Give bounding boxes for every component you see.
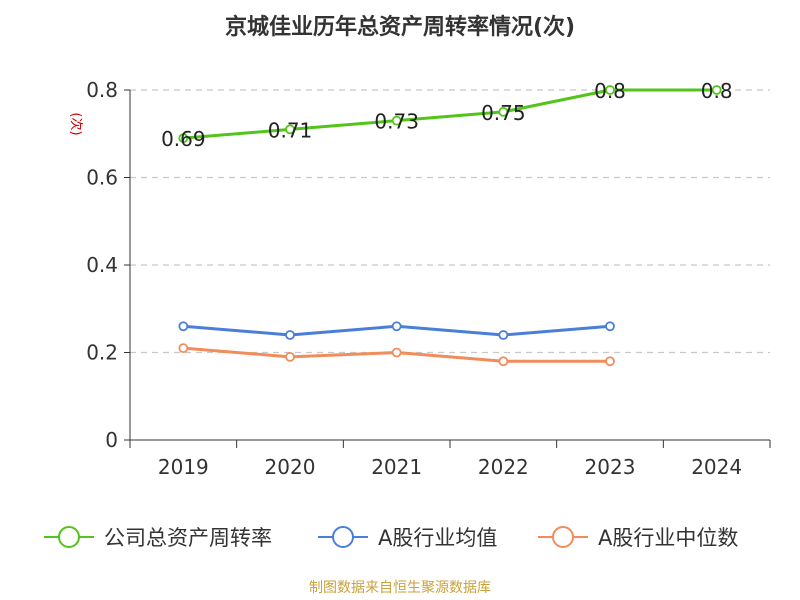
legend-item-2[interactable]: A股行业中位数 xyxy=(538,526,738,550)
x-tick-label: 2022 xyxy=(478,455,529,479)
data-point[interactable] xyxy=(391,321,402,332)
y-tick-label: 0.2 xyxy=(86,341,118,365)
y-tick-label: 0.4 xyxy=(86,253,118,277)
chart-title: 京城佳业历年总资产周转率情况(次) xyxy=(225,14,575,40)
data-point[interactable] xyxy=(711,85,722,95)
legend-item-0[interactable]: 公司总资产周转率 xyxy=(44,526,272,550)
legend-label: A股行业均值 xyxy=(378,526,497,550)
x-tick-label: 2023 xyxy=(585,455,636,479)
data-label: 0.75 xyxy=(481,101,526,125)
data-point[interactable] xyxy=(285,330,295,340)
x-tick-label: 2019 xyxy=(158,455,209,479)
legend-marker xyxy=(552,526,574,548)
legend-label: 公司总资产周转率 xyxy=(104,526,272,550)
data-point[interactable] xyxy=(498,356,509,367)
x-tick-label: 2020 xyxy=(265,455,316,479)
data-point[interactable] xyxy=(391,347,402,358)
grid-lines xyxy=(130,89,770,354)
source-note: 制图数据来自恒生聚源数据库 xyxy=(309,580,491,596)
data-point[interactable] xyxy=(285,351,295,362)
data-point[interactable] xyxy=(498,106,509,117)
x-tick-label: 2024 xyxy=(691,455,742,479)
series-line xyxy=(183,88,717,140)
data-point[interactable] xyxy=(605,321,615,332)
series-lines: 0.69 0.71 0.73 0.75 0.8 0.8 xyxy=(161,79,733,367)
legend[interactable]: 公司总资产周转率 A股行业均值 A股行业中位数 xyxy=(44,526,738,550)
legend-item-1[interactable]: A股行业均值 xyxy=(318,526,497,550)
axes: 0 0.2 0.4 0.6 0.8 2019 2020 2021 2022 2023 2024 xyxy=(86,78,771,479)
legend-marker xyxy=(332,526,354,548)
y-tick-label: 0.8 xyxy=(86,78,118,102)
data-point[interactable] xyxy=(391,115,402,126)
legend-label: A股行业中位数 xyxy=(598,526,738,550)
data-point[interactable] xyxy=(605,356,615,367)
y-axis-label: (次) xyxy=(68,112,84,135)
y-tick-label: 0.6 xyxy=(86,166,118,190)
data-label: 0.8 xyxy=(701,79,733,103)
legend-marker xyxy=(58,526,80,548)
y-tick-label: 0 xyxy=(105,428,118,452)
series-0: 0.69 0.71 0.73 0.75 0.8 0.8 xyxy=(161,79,733,151)
data-point[interactable] xyxy=(498,330,509,340)
series-2 xyxy=(178,343,615,367)
data-point[interactable] xyxy=(178,321,189,332)
data-point[interactable] xyxy=(178,343,189,354)
data-label: 0.73 xyxy=(374,110,419,134)
data-label: 0.8 xyxy=(594,79,626,103)
data-label: 0.69 xyxy=(161,127,206,151)
data-point[interactable] xyxy=(178,133,189,144)
data-point[interactable] xyxy=(605,85,615,95)
x-tick-label: 2021 xyxy=(371,455,422,479)
data-label: 0.71 xyxy=(268,118,313,142)
series-1 xyxy=(178,321,615,340)
data-point[interactable] xyxy=(285,124,295,135)
